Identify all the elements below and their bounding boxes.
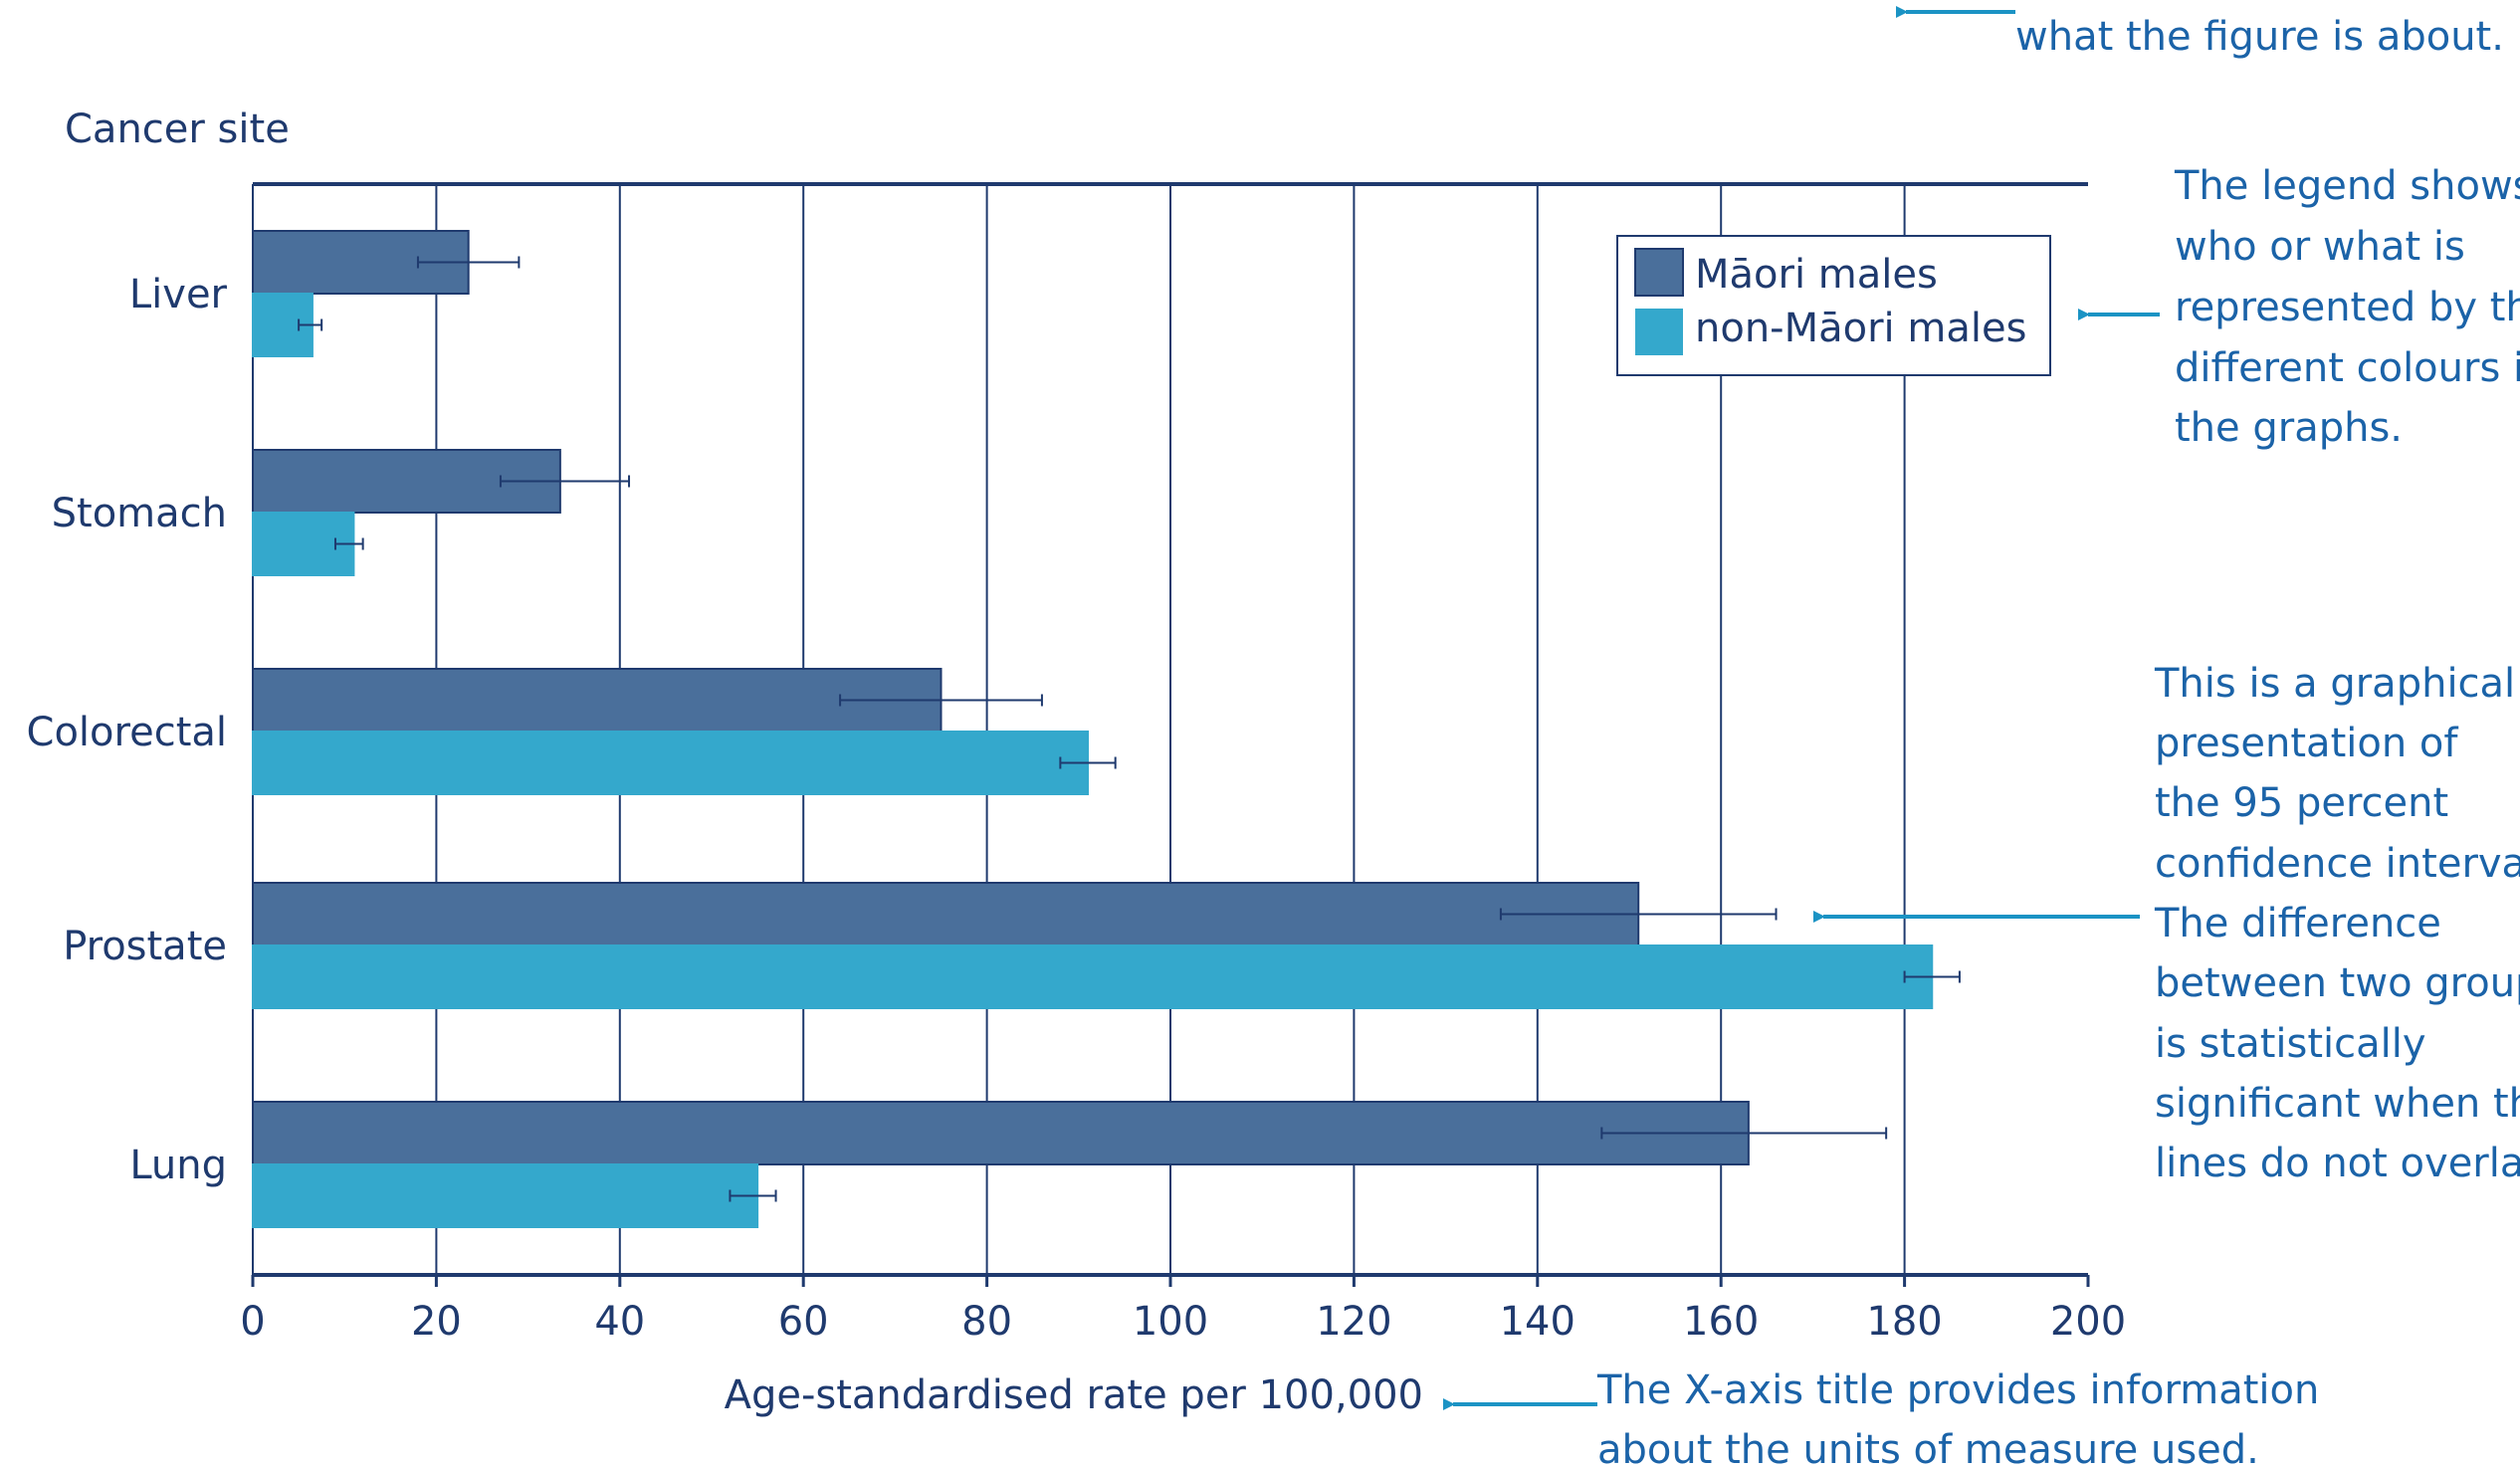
x-tick-label: 80 bbox=[961, 1299, 1012, 1345]
category-label: Liver bbox=[129, 272, 228, 317]
legend-swatch-maori bbox=[1634, 248, 1684, 297]
x-tick-label: 140 bbox=[1500, 1299, 1575, 1345]
error-bars bbox=[298, 256, 1961, 1202]
category-label: Colorectal bbox=[27, 710, 227, 755]
x-tick-label: 200 bbox=[2050, 1299, 2126, 1345]
legend: Māori males non-Māori males bbox=[1616, 235, 2051, 376]
bar-non-maori bbox=[252, 731, 1090, 795]
category-labels: Liver Stomach Colorectal Prostate Lung bbox=[27, 272, 228, 1188]
bar-maori bbox=[252, 668, 943, 733]
legend-note: The legend shows who or what is represen… bbox=[2174, 163, 2520, 451]
bar-maori bbox=[252, 882, 1640, 946]
x-ticks: 0 20 40 60 80 100 120 140 160 180 200 bbox=[240, 1275, 2126, 1345]
category-label: Lung bbox=[129, 1143, 227, 1188]
xaxis-note: The X-axis title provides information ab… bbox=[1596, 1367, 2332, 1469]
legend-label-non-maori: non-Māori males bbox=[1695, 306, 2026, 351]
x-tick-label: 100 bbox=[1133, 1299, 1208, 1345]
bar-maori bbox=[252, 1101, 1750, 1165]
bars bbox=[252, 230, 1934, 1228]
legend-box bbox=[1616, 235, 2051, 376]
category-label: Prostate bbox=[63, 924, 227, 969]
ci-note: This is a graphical presentation of the … bbox=[2154, 661, 2520, 1186]
legend-label-maori: Māori males bbox=[1695, 252, 1938, 298]
x-tick-label: 0 bbox=[240, 1299, 265, 1345]
legend-swatch-non-maori bbox=[1635, 309, 1683, 355]
bar-non-maori bbox=[252, 944, 1934, 1009]
bar-non-maori bbox=[252, 1163, 759, 1228]
y-axis-title: Cancer site bbox=[65, 106, 290, 152]
x-axis-title: Age-standardised rate per 100,000 bbox=[725, 1372, 1423, 1418]
x-tick-label: 40 bbox=[594, 1299, 645, 1345]
category-label: Stomach bbox=[52, 491, 227, 536]
title-note: what the figure is about. bbox=[2015, 14, 2504, 60]
x-tick-label: 180 bbox=[1866, 1299, 1942, 1345]
x-tick-label: 160 bbox=[1683, 1299, 1759, 1345]
x-tick-label: 20 bbox=[411, 1299, 462, 1345]
x-tick-label: 60 bbox=[778, 1299, 829, 1345]
x-tick-label: 120 bbox=[1316, 1299, 1391, 1345]
